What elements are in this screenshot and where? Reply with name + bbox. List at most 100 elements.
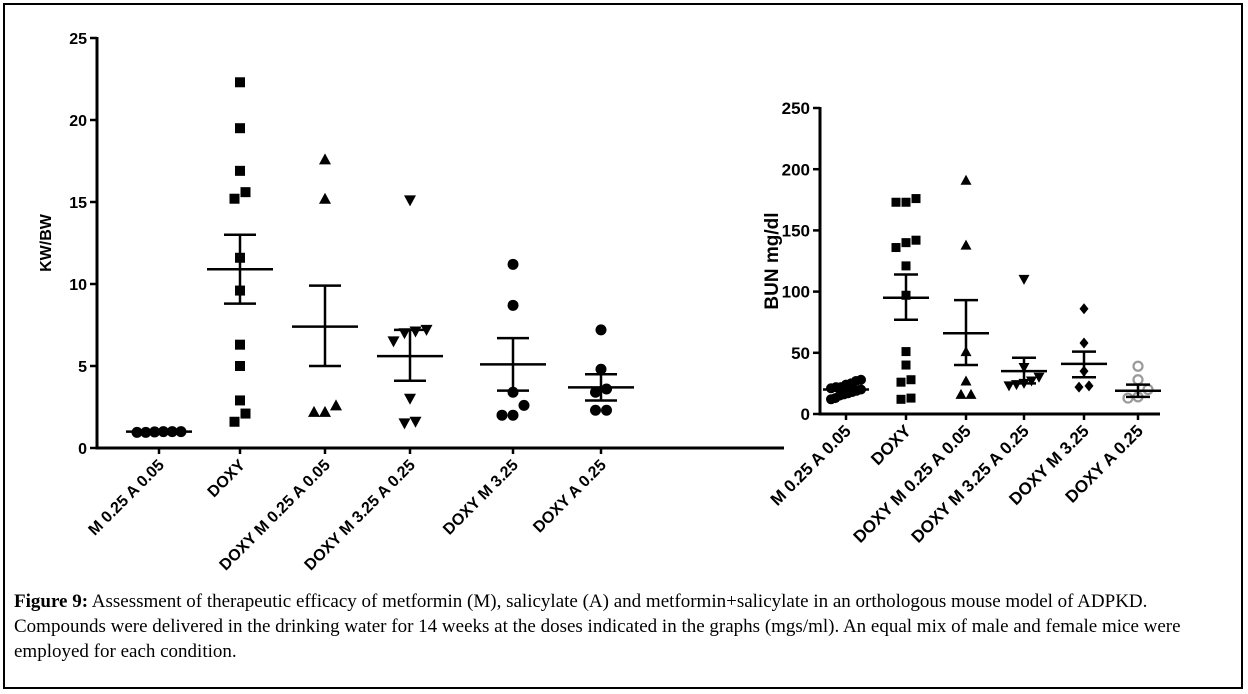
data-point [308, 405, 320, 417]
series-group [568, 324, 634, 416]
data-point [590, 386, 601, 398]
x-tick-label: M 0.25 A 0.05 [86, 457, 168, 539]
series-group [126, 426, 192, 438]
data-point [911, 194, 921, 204]
y-tick-label: 150 [782, 222, 810, 241]
data-point [595, 324, 607, 336]
data-point [235, 339, 245, 350]
data-point [901, 197, 911, 207]
x-tick-label: DOXY [205, 457, 249, 501]
data-point [240, 187, 251, 198]
data-point [235, 395, 245, 406]
y-tick-label: 50 [791, 344, 810, 363]
y-tick-label: 200 [782, 160, 810, 179]
y-tick-label: 250 [782, 99, 810, 118]
data-point [319, 192, 331, 204]
data-point [404, 393, 416, 405]
data-point [1018, 274, 1030, 285]
data-point [507, 409, 519, 421]
series-group [377, 195, 443, 430]
data-point [595, 363, 607, 375]
data-point [1033, 372, 1045, 383]
data-point [896, 377, 906, 387]
data-point [960, 375, 972, 386]
data-point [518, 399, 530, 411]
x-tick-label: DOXY M 3.25 [440, 457, 522, 539]
data-point [319, 405, 331, 417]
data-point [319, 153, 331, 165]
y-tick-label: 25 [69, 31, 87, 48]
y-tick-label: 5 [78, 359, 87, 376]
data-point [235, 361, 245, 371]
x-tick-label: DOXY M 3.25 A 0.25 [908, 421, 1033, 546]
data-point [1132, 374, 1144, 386]
data-point [507, 299, 519, 311]
data-point [398, 418, 411, 430]
data-point [960, 174, 972, 185]
data-point [229, 193, 240, 204]
data-point [601, 404, 612, 416]
data-point [911, 235, 921, 245]
x-tick-label: DOXY A 0.25 [530, 457, 610, 537]
series-group [480, 258, 546, 421]
data-point [965, 388, 977, 399]
data-point [960, 239, 972, 250]
data-point [1003, 381, 1015, 392]
series-group [1001, 274, 1047, 392]
data-point [420, 324, 433, 336]
y-tick-label: 0 [801, 405, 810, 424]
series-group [207, 77, 273, 427]
figure-caption: Figure 9: Assessment of therapeutic effi… [14, 589, 1234, 664]
data-point [901, 347, 911, 357]
data-point [826, 394, 836, 405]
data-point [901, 261, 911, 271]
data-point [1084, 380, 1094, 392]
data-point [1079, 303, 1089, 315]
caption-text: Assessment of therapeutic efficacy of me… [14, 591, 1181, 662]
data-point [896, 394, 906, 404]
data-point [1132, 360, 1144, 372]
data-point [906, 393, 916, 403]
y-axis-label: KW/BW [38, 213, 55, 272]
series-group [1061, 303, 1107, 393]
data-point [901, 360, 911, 370]
data-point [507, 258, 519, 270]
data-point [590, 404, 601, 416]
y-tick-label: 100 [782, 283, 810, 302]
data-point [409, 326, 422, 338]
y-tick-label: 10 [69, 277, 87, 294]
data-point [601, 383, 612, 395]
data-point [330, 399, 342, 411]
series-group [823, 374, 869, 405]
data-point [906, 375, 916, 385]
data-point [891, 197, 901, 207]
data-point [891, 243, 901, 253]
caption-label: Figure 9: [14, 591, 89, 612]
data-point [240, 408, 251, 419]
data-point [235, 123, 245, 134]
data-point [901, 238, 911, 248]
series-group [883, 194, 929, 404]
y-tick-label: 20 [69, 113, 87, 130]
data-point [409, 416, 422, 428]
data-point [404, 195, 416, 207]
data-point [1074, 381, 1084, 393]
y-tick-label: 0 [78, 441, 87, 458]
data-point [387, 336, 400, 348]
data-point [496, 409, 508, 421]
data-point [235, 165, 245, 176]
data-point [229, 416, 240, 427]
data-point [955, 388, 967, 399]
y-tick-label: 15 [69, 195, 87, 212]
x-tick-label: DOXY [867, 421, 915, 469]
figure-frame [3, 3, 1243, 689]
data-point [235, 77, 245, 88]
series-group [292, 153, 358, 417]
y-axis-label: BUN mg/dl [762, 212, 783, 309]
data-point [1079, 337, 1089, 349]
series-group [943, 174, 989, 399]
series-group [1115, 360, 1161, 404]
